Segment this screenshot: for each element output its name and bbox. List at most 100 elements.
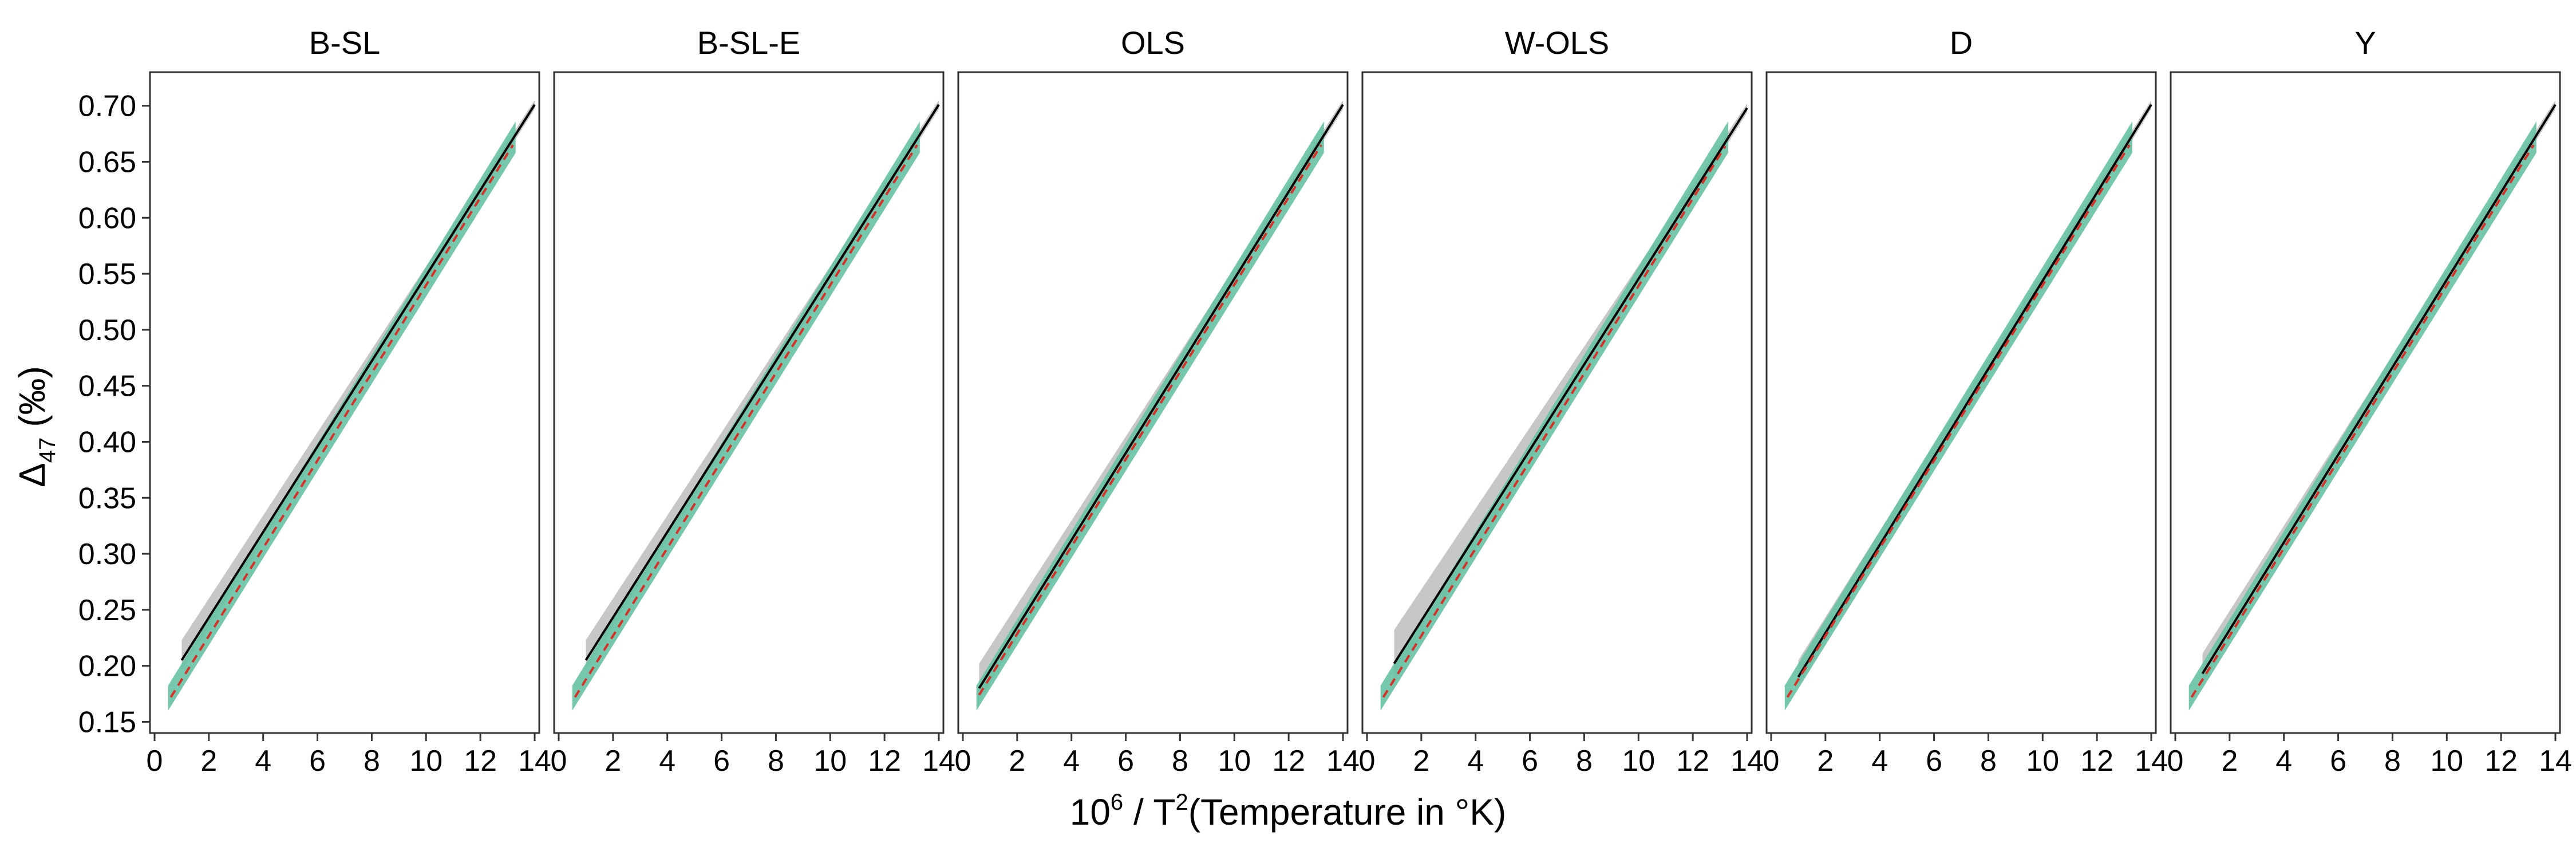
x-tick-label: 12: [2080, 744, 2113, 778]
x-tick-label: 4: [255, 744, 271, 778]
panel-border: [1361, 71, 1753, 734]
x-tick-label: 0: [2167, 744, 2184, 778]
panel-title: W-OLS: [1505, 25, 1610, 61]
red-dashed-line: [1786, 144, 2131, 698]
y-tick-label: 0.40: [78, 425, 136, 459]
y-tick-label: 0.15: [78, 706, 136, 739]
panel-d: D 0 2 4 6 8 10 12 14: [1763, 25, 2168, 778]
panel-border: [2170, 71, 2561, 734]
panels-group: B-SL 0 2 4 6 8 10 12 14 B-SL-E 0 2 4 6 8 10 12 14 OLS 0 2 4 6 8…: [147, 25, 2572, 778]
x-tick-label: 14: [518, 744, 551, 778]
y-tick-label: 0.50: [78, 314, 136, 347]
x-axis-title-base: 10: [1070, 791, 1111, 833]
y-tick-label: 0.60: [78, 202, 136, 235]
red-dashed-line: [574, 144, 918, 698]
teal-confidence-band: [976, 121, 1324, 711]
x-tick-label: 6: [1926, 744, 1942, 778]
panel-b-sl: B-SL 0 2 4 6 8 10 12 14: [147, 25, 551, 778]
x-tick-label: 2: [2221, 744, 2238, 778]
y-tick-label: 0.70: [78, 90, 136, 123]
x-tick-label: 6: [1117, 744, 1134, 778]
x-tick-label: 0: [1359, 744, 1376, 778]
red-dashed-line: [978, 144, 1322, 696]
x-tick-label: 12: [868, 744, 901, 778]
panel-title: B-SL-E: [697, 25, 801, 61]
x-tick-label: 14: [2135, 744, 2168, 778]
x-tick-label: 0: [147, 744, 163, 778]
panel-title: B-SL: [309, 25, 381, 61]
x-tick-label: 6: [309, 744, 326, 778]
panel-border: [553, 71, 945, 734]
black-fitted-line: [2201, 104, 2557, 675]
y-tick-label: 0.30: [78, 538, 136, 571]
x-axis-title-rest: (Temperature in °K): [1188, 791, 1507, 833]
black-fitted-line: [1797, 104, 2152, 678]
y-axis-title-sub: 47: [35, 438, 60, 463]
red-dashed-line: [169, 144, 514, 698]
panel-title: OLS: [1121, 25, 1185, 61]
y-tick-label: 0.65: [78, 145, 136, 179]
y-tick-label: 0.55: [78, 258, 136, 291]
x-tick-label: 0: [551, 744, 567, 778]
x-tick-label: 6: [2330, 744, 2346, 778]
x-tick-label: 6: [1522, 744, 1538, 778]
panel-ols: OLS 0 2 4 6 8 10 12 14: [955, 25, 1360, 778]
panel-title: Y: [2354, 25, 2376, 61]
x-tick-label: 4: [659, 744, 675, 778]
y-tick-label: 0.25: [78, 594, 136, 627]
x-tick-label: 4: [1467, 744, 1484, 778]
x-tick-label: 10: [813, 744, 847, 778]
y-axis: 0.15 0.20 0.25 0.30 0.35 0.40 0.45 0.50 0.55 0.60…: [78, 90, 150, 739]
black-fitted-line: [584, 104, 940, 661]
y-tick-label: 0.45: [78, 370, 136, 403]
x-tick-label: 0: [955, 744, 971, 778]
x-tick-label: 14: [2539, 744, 2572, 778]
x-tick-label: 4: [2275, 744, 2292, 778]
x-tick-label: 12: [2484, 744, 2518, 778]
x-tick-label: 10: [2430, 744, 2463, 778]
x-tick-label: 12: [1676, 744, 1709, 778]
x-tick-label: 2: [1413, 744, 1429, 778]
black-fitted-line: [180, 104, 536, 661]
y-tick-label: 0.35: [78, 482, 136, 515]
black-fitted-line: [978, 104, 1344, 689]
x-tick-label: 12: [1272, 744, 1305, 778]
x-tick-label: 0: [1763, 744, 1780, 778]
x-tick-label: 2: [605, 744, 621, 778]
x-tick-label: 8: [1980, 744, 1997, 778]
x-axis-title-mid: / T: [1123, 791, 1175, 833]
x-tick-label: 14: [1326, 744, 1360, 778]
x-tick-label: 10: [1622, 744, 1655, 778]
y-axis-title-unit: (‰): [11, 366, 53, 437]
x-tick-label: 8: [2384, 744, 2401, 778]
y-tick-label: 0.20: [78, 650, 136, 683]
x-axis-title-sup1: 6: [1111, 790, 1123, 815]
x-tick-label: 12: [464, 744, 497, 778]
red-dashed-line: [1382, 145, 1726, 698]
x-tick-label: 8: [768, 744, 784, 778]
teal-confidence-band: [1380, 121, 1728, 711]
x-tick-label: 10: [409, 744, 442, 778]
black-fitted-line: [1393, 107, 1748, 664]
x-tick-label: 8: [1172, 744, 1188, 778]
x-tick-label: 4: [1063, 744, 1080, 778]
teal-confidence-band: [168, 121, 516, 711]
x-axis-title-sup2: 2: [1175, 790, 1188, 815]
teal-confidence-band: [572, 121, 920, 711]
y-axis-title: Δ47 (‰): [11, 366, 60, 487]
x-tick-label: 2: [200, 744, 217, 778]
x-tick-label: 6: [713, 744, 730, 778]
x-tick-label: 8: [364, 744, 380, 778]
x-tick-label: 4: [1871, 744, 1888, 778]
panel-b-sl-e: B-SL-E 0 2 4 6 8 10 12 14: [551, 25, 955, 778]
x-tick-label: 2: [1817, 744, 1834, 778]
x-tick-label: 10: [2026, 744, 2059, 778]
panel-border: [957, 71, 1349, 734]
y-axis-title-main: Δ: [11, 463, 53, 487]
panel-w-ols: W-OLS 0 2 4 6 8 10 12 14: [1359, 25, 1764, 778]
x-tick-label: 14: [922, 744, 955, 778]
panel-y: Y 0 2 4 6 8 10 12 14: [2167, 25, 2572, 778]
panel-title: D: [1950, 25, 1973, 61]
panel-border: [149, 71, 540, 734]
